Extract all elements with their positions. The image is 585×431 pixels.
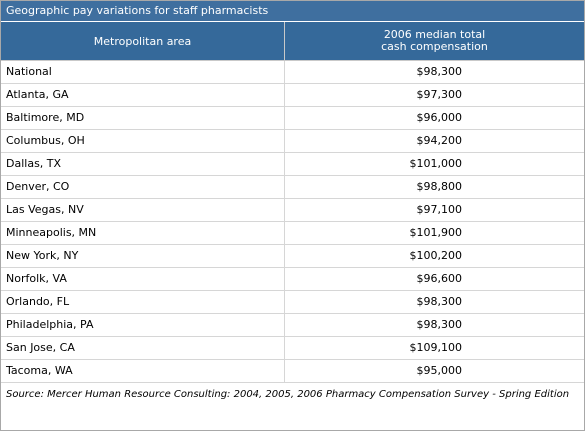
compensation-value: $101,900 <box>409 226 463 239</box>
cell-compensation: $96,600 <box>285 268 584 290</box>
cell-metropolitan-area: Dallas, TX <box>1 153 285 175</box>
cell-compensation: $97,100 <box>285 199 584 221</box>
table-row: Minneapolis, MN $101,900 <box>1 222 584 245</box>
compensation-value: $98,800 <box>416 180 463 193</box>
table-caption: Geographic pay variations for staff phar… <box>1 1 584 22</box>
compensation-value: $100,200 <box>409 249 463 262</box>
cell-metropolitan-area: Denver, CO <box>1 176 285 198</box>
compensation-value: $101,000 <box>409 157 463 170</box>
cell-compensation: $97,300 <box>285 84 584 106</box>
cell-metropolitan-area: Tacoma, WA <box>1 360 285 382</box>
table-row: Tacoma, WA $95,000 <box>1 360 584 383</box>
cell-compensation: $94,200 <box>285 130 584 152</box>
table-row: Orlando, FL $98,300 <box>1 291 584 314</box>
compensation-value: $97,300 <box>416 88 463 101</box>
table-row: New York, NY $100,200 <box>1 245 584 268</box>
table-row: Baltimore, MD $96,000 <box>1 107 584 130</box>
cell-metropolitan-area: National <box>1 61 285 83</box>
table-row: National $98,300 <box>1 61 584 84</box>
source-note: Source: Mercer Human Resource Consulting… <box>6 389 570 400</box>
cell-compensation: $101,900 <box>285 222 584 244</box>
cell-compensation: $109,100 <box>285 337 584 359</box>
table-row: Las Vegas, NV $97,100 <box>1 199 584 222</box>
compensation-value: $94,200 <box>416 134 463 147</box>
cell-metropolitan-area: Minneapolis, MN <box>1 222 285 244</box>
table-row: Denver, CO $98,800 <box>1 176 584 199</box>
compensation-value: $96,000 <box>416 111 463 124</box>
cell-metropolitan-area: Orlando, FL <box>1 291 285 313</box>
table-row: Columbus, OH $94,200 <box>1 130 584 153</box>
cell-metropolitan-area: San Jose, CA <box>1 337 285 359</box>
cell-compensation: $100,200 <box>285 245 584 267</box>
compensation-value: $98,300 <box>416 318 463 331</box>
cell-metropolitan-area: Atlanta, GA <box>1 84 285 106</box>
cell-metropolitan-area: New York, NY <box>1 245 285 267</box>
cell-compensation: $101,000 <box>285 153 584 175</box>
cell-metropolitan-area: Columbus, OH <box>1 130 285 152</box>
cell-metropolitan-area: Philadelphia, PA <box>1 314 285 336</box>
column-header-metropolitan-area: Metropolitan area <box>1 22 285 60</box>
table-row: Norfolk, VA $96,600 <box>1 268 584 291</box>
column-header-compensation: 2006 median total cash compensation <box>285 22 584 60</box>
compensation-value: $96,600 <box>416 272 463 285</box>
column-header-compensation-line2: cash compensation <box>381 40 488 53</box>
column-header-compensation-line1: 2006 median total <box>383 28 486 41</box>
compensation-value: $98,300 <box>416 65 463 78</box>
cell-compensation: $98,300 <box>285 61 584 83</box>
cell-metropolitan-area: Norfolk, VA <box>1 268 285 290</box>
compensation-value: $97,100 <box>416 203 463 216</box>
cell-metropolitan-area: Las Vegas, NV <box>1 199 285 221</box>
table-row: Philadelphia, PA $98,300 <box>1 314 584 337</box>
cell-compensation: $96,000 <box>285 107 584 129</box>
compensation-value: $109,100 <box>409 341 463 354</box>
cell-metropolitan-area: Baltimore, MD <box>1 107 285 129</box>
table-body: National $98,300 Atlanta, GA $97,300 Bal… <box>1 61 584 383</box>
table-row: Atlanta, GA $97,300 <box>1 84 584 107</box>
cell-compensation: $95,000 <box>285 360 584 382</box>
cell-compensation: $98,300 <box>285 291 584 313</box>
compensation-value: $98,300 <box>416 295 463 308</box>
compensation-value: $95,000 <box>416 364 463 377</box>
cell-compensation: $98,300 <box>285 314 584 336</box>
table-row: San Jose, CA $109,100 <box>1 337 584 360</box>
table-row: Dallas, TX $101,000 <box>1 153 584 176</box>
cell-compensation: $98,800 <box>285 176 584 198</box>
table-header: Metropolitan area 2006 median total cash… <box>1 22 584 61</box>
